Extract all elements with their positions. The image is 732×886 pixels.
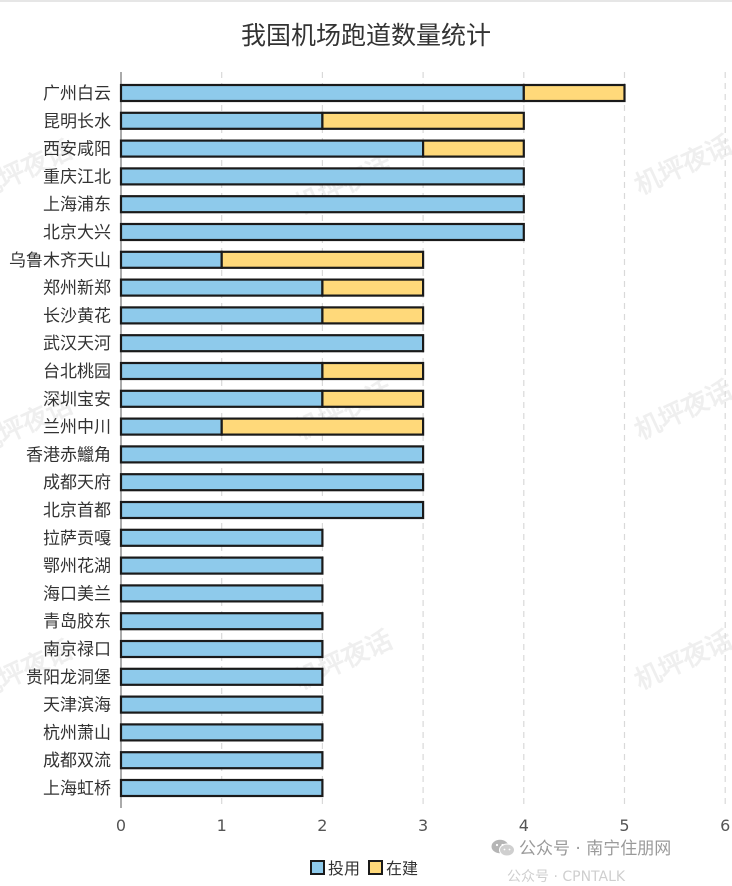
- x-tick-label: 3: [418, 816, 428, 835]
- bar-segment: [119, 83, 525, 103]
- top-border: [0, 0, 732, 2]
- legend-label: 在建: [386, 859, 418, 876]
- legend-swatch: [368, 860, 383, 875]
- category-label: 贵阳龙洞堡: [26, 668, 111, 688]
- bar-segment: [119, 195, 525, 214]
- category-labels: 广州白云昆明长水西安咸阳重庆江北上海浦东北京大兴乌鲁木齐天山郑州新郑长沙黄花武汉…: [9, 84, 111, 799]
- category-label: 兰州中川: [43, 418, 111, 438]
- legend-swatch: [310, 860, 325, 875]
- category-label: 郑州新郑: [43, 279, 111, 299]
- legend: 投用 在建: [310, 859, 418, 876]
- bar-segment: [119, 612, 324, 631]
- legend-label: 投用: [328, 859, 360, 876]
- bar-segment: [422, 139, 525, 158]
- x-tick-label: 6: [720, 816, 730, 835]
- watermark-text: 机坪夜话: [630, 374, 732, 446]
- category-label: 北京首都: [43, 501, 111, 521]
- category-label: 成都天府: [43, 473, 111, 493]
- watermark-text: 机坪夜话: [630, 129, 732, 201]
- category-label: 南京禄口: [43, 640, 111, 660]
- bar-segment: [119, 695, 324, 714]
- category-label: 鄂州花湖: [43, 557, 111, 577]
- category-label: 北京大兴: [43, 223, 111, 243]
- x-tick-label: 0: [116, 816, 126, 835]
- bar-segment: [119, 389, 324, 408]
- bar-segment: [119, 723, 324, 742]
- bar-segment: [522, 83, 626, 103]
- bar-segment: [321, 306, 425, 325]
- category-label: 昆明长水: [43, 112, 111, 132]
- category-label: 西安咸阳: [43, 140, 111, 160]
- bar-segment: [119, 751, 324, 770]
- bar-segment: [119, 250, 223, 269]
- bar-segment: [119, 528, 324, 547]
- category-label: 成都双流: [43, 751, 111, 771]
- category-label: 杭州萧山: [43, 723, 111, 743]
- x-tick-label: 4: [519, 816, 529, 835]
- category-label: 深圳宝安: [43, 390, 111, 410]
- x-tick-label: 5: [619, 816, 629, 835]
- category-label: 上海浦东: [43, 195, 111, 215]
- category-label: 武汉天河: [43, 334, 111, 354]
- bar-segment: [119, 584, 324, 603]
- bar-segment: [119, 556, 324, 575]
- bar-segment: [119, 334, 425, 353]
- x-tick-label: 1: [217, 816, 227, 835]
- category-label: 上海虹桥: [43, 779, 111, 799]
- wechat-icon: [491, 839, 515, 857]
- x-axis-ticks: 0 1 2 3 4 5 6: [116, 816, 730, 835]
- bar-segment: [119, 639, 324, 659]
- bar-segment: [119, 306, 324, 325]
- bar-segment: [119, 445, 425, 464]
- bar-segment: [119, 222, 525, 242]
- bar-segment: [220, 250, 425, 269]
- bar-segment: [321, 361, 425, 381]
- category-label: 长沙黄花: [43, 306, 111, 326]
- x-tick-label: 2: [317, 816, 327, 835]
- bar-segment: [119, 417, 223, 436]
- bar-segment: [119, 500, 425, 520]
- bar-segment: [321, 111, 525, 130]
- category-label: 香港赤鱲角: [26, 445, 111, 465]
- category-label: 广州白云: [43, 84, 111, 104]
- bar-segment: [119, 361, 324, 381]
- bar-segment: [119, 139, 425, 158]
- bar-segment: [119, 667, 324, 686]
- category-label: 天津滨海: [43, 696, 111, 716]
- bar-segment: [321, 389, 425, 408]
- category-label: 海口美兰: [43, 584, 111, 604]
- category-label: 台北桃园: [43, 362, 111, 382]
- chart-title: 我国机场跑道数量统计: [241, 21, 491, 50]
- account-text: 公众号 · 南宁住朋网: [519, 839, 672, 859]
- bar-segment: [119, 473, 425, 492]
- category-label: 青岛胶东: [43, 612, 111, 632]
- account-id-cut: 公众号 · CPNTALK: [507, 869, 626, 885]
- watermark-text: 机坪夜话: [630, 624, 732, 696]
- bar-segment: [321, 278, 425, 297]
- category-label: 乌鲁木齐天山: [9, 251, 111, 271]
- bar-segment: [119, 167, 525, 186]
- bar-segment: [119, 278, 324, 297]
- category-label: 重庆江北: [43, 167, 111, 187]
- category-label: 拉萨贡嘎: [43, 529, 111, 549]
- account-watermark: 公众号 · 南宁住朋网: [491, 834, 671, 859]
- bars: [119, 83, 626, 798]
- bar-segment: [119, 111, 324, 130]
- bar-segment: [119, 778, 324, 798]
- bar-segment: [220, 417, 425, 436]
